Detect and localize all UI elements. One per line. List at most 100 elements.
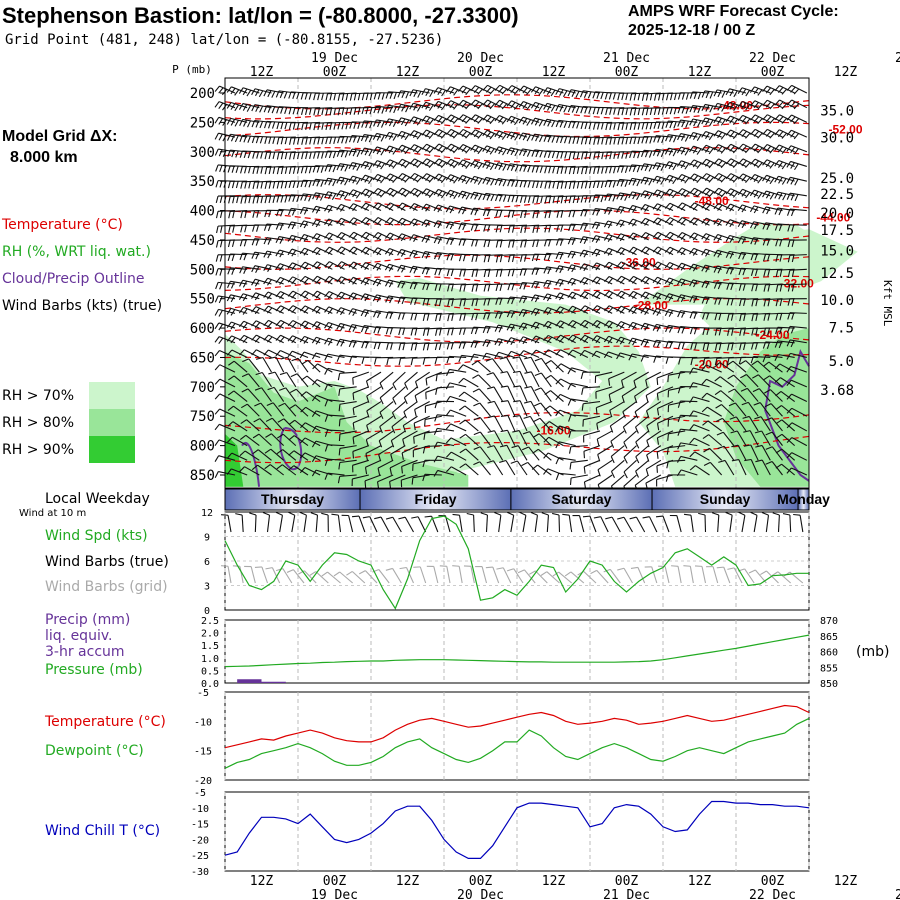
wind-barb: [694, 342, 698, 350]
wind-barb: [461, 222, 479, 226]
wind-barb: [214, 471, 219, 479]
wind-barb: [786, 339, 791, 347]
wind-barb: [392, 120, 398, 128]
wind-barb: [425, 145, 431, 152]
wind-barb: [507, 296, 511, 304]
wind-barb: [645, 386, 662, 396]
wind-barb: [299, 220, 305, 228]
wind-barb: [437, 469, 455, 476]
wind-barb: [352, 474, 369, 480]
wind-barb: [339, 248, 346, 255]
wind-barb: [434, 283, 438, 291]
wind-barb: [681, 120, 685, 128]
wind-barb: [546, 102, 564, 109]
wind-barb: [357, 107, 361, 115]
wind-barb: [610, 456, 615, 464]
wind-barb: [789, 339, 807, 344]
wind-barb: [219, 423, 236, 432]
wind-barb: [730, 143, 747, 153]
wind-barb: [729, 266, 747, 270]
wind-barb: [677, 202, 683, 209]
wind-barb: [717, 160, 723, 167]
wind-barb: [644, 177, 649, 185]
wind-barb: [702, 434, 710, 440]
wind-barb: [584, 152, 588, 160]
wind-barb: [268, 167, 272, 175]
wind-barb: [254, 89, 260, 97]
wind-barb: [753, 355, 771, 359]
wind-barb: [644, 307, 662, 314]
wind-barb: [227, 390, 235, 396]
wind-barb: [595, 194, 613, 197]
wind-barb: [291, 264, 297, 271]
wind-barb: [733, 104, 738, 112]
wind-barb: [499, 255, 503, 263]
wind-barb: [757, 162, 763, 169]
wind-barb: [524, 210, 527, 219]
wind-barb: [299, 320, 306, 327]
wind-barb: [364, 176, 370, 183]
wind-barb: [755, 284, 758, 292]
wind-barb: [603, 351, 609, 359]
wind-barb: [513, 400, 521, 403]
wind-barb: [649, 136, 653, 144]
wind-barb: [352, 149, 357, 157]
wind-barb: [571, 238, 576, 245]
wind-barb: [652, 276, 658, 284]
wind-barb: [275, 90, 280, 98]
wind-barb: [483, 255, 487, 263]
wind-barb: [702, 328, 706, 336]
surface-wind-barb: [444, 515, 451, 533]
wind-barb: [729, 190, 735, 197]
wind-barb: [667, 375, 669, 383]
wind-barb: [303, 179, 321, 182]
grid-wind-barb: [485, 566, 493, 569]
wind-barb: [412, 474, 430, 479]
wind-barb: [534, 117, 552, 123]
wind-barb: [226, 86, 232, 93]
wind-barb: [327, 206, 333, 213]
surface-wind-barb: [741, 515, 746, 533]
wind-barb: [477, 117, 483, 124]
grid-wind-barb: [771, 571, 779, 577]
wind-barb: [620, 179, 625, 187]
wind-barb: [511, 195, 515, 203]
wind-barb: [475, 313, 479, 321]
wind-barb: [735, 416, 747, 432]
wind-barb: [657, 135, 661, 143]
wind-barb: [725, 102, 731, 109]
wind-barb: [629, 93, 633, 101]
wind-barb: [765, 130, 772, 137]
wind-barb: [507, 195, 511, 203]
wind-barb: [400, 219, 407, 226]
wind-barb: [380, 120, 385, 128]
wind-barb: [425, 371, 443, 380]
wind-barb: [317, 122, 320, 131]
wind-barb: [275, 350, 281, 357]
wind-barb: [507, 269, 511, 277]
wind-barb: [540, 387, 552, 402]
wind-barb: [741, 220, 759, 226]
surface-wind-barb: [315, 515, 319, 533]
wind-barb: [470, 85, 476, 92]
wind-barb: [304, 275, 321, 285]
wind-barb: [425, 415, 442, 420]
wind-barb: [352, 340, 357, 348]
wind-barb: [774, 99, 780, 106]
wind-barb: [680, 133, 698, 138]
wind-barb: [690, 342, 694, 350]
wind-barb: [482, 84, 488, 91]
precip-tick: 2.0: [201, 629, 219, 640]
wind-barb: [462, 223, 466, 231]
wind-barb: [473, 161, 479, 169]
isotherm-contour: [224, 194, 810, 210]
wind-barb: [425, 219, 443, 226]
wind-barb: [644, 191, 649, 199]
wind-barb: [518, 148, 523, 156]
wind-barb: [494, 351, 500, 359]
wind-barb: [607, 322, 613, 329]
wind-barb: [640, 163, 645, 171]
wind-barb: [755, 459, 763, 463]
wind-barb: [644, 233, 650, 240]
wind-barb: [580, 372, 584, 380]
